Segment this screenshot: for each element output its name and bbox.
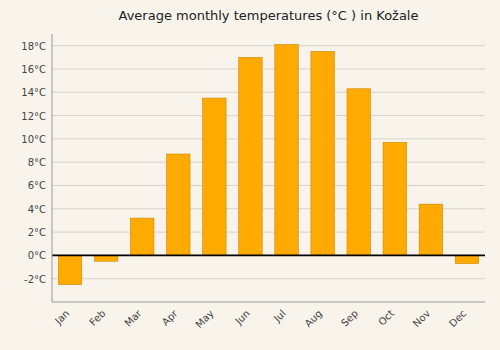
y-tick-label: 14°C: [21, 87, 46, 98]
y-tick-label: 12°C: [21, 111, 46, 122]
y-tick-label: 8°C: [28, 157, 46, 168]
bar: [275, 44, 298, 255]
bar: [58, 255, 81, 284]
grid-line: [52, 45, 485, 46]
x-tick-label: May: [193, 308, 215, 330]
grid-line: [52, 92, 485, 93]
x-axis-line: [52, 302, 485, 303]
y-tick-label: 18°C: [21, 41, 46, 52]
x-tick-label: Jun: [232, 308, 252, 328]
bar: [383, 142, 406, 255]
y-tick-label: 2°C: [28, 227, 46, 238]
bar: [347, 89, 370, 256]
bar: [239, 57, 262, 255]
y-tick-label: 0°C: [28, 250, 46, 261]
grid-line: [52, 68, 485, 69]
bar: [455, 255, 478, 263]
x-tick-label: Jul: [271, 308, 288, 325]
bar: [167, 154, 190, 255]
x-tick-label: Sep: [339, 308, 360, 329]
grid: [52, 46, 485, 279]
bars: [52, 44, 485, 284]
y-tick-label: 10°C: [21, 134, 46, 145]
bar: [130, 218, 153, 255]
y-tick-label: -2°C: [24, 274, 46, 285]
x-tick-label: Jan: [52, 308, 71, 327]
bar: [311, 51, 334, 255]
grid-line: [52, 185, 485, 186]
grid-line: [52, 138, 485, 139]
grid-line: [52, 162, 485, 163]
x-tick-label: Mar: [122, 307, 144, 329]
y-axis-line: [52, 34, 53, 302]
x-tick-label: Dec: [447, 308, 468, 329]
title: Average monthly temperatures (°C ) in Ko…: [119, 8, 419, 23]
bar: [419, 204, 442, 255]
x-tick-label: Apr: [160, 307, 181, 328]
grid-line: [52, 255, 485, 256]
grid-line: [52, 115, 485, 116]
bar: [203, 98, 226, 255]
y-tick-label: 4°C: [28, 204, 46, 215]
x-tick-label: Feb: [87, 308, 107, 328]
zero-line: [52, 254, 485, 256]
x-tick-label: Oct: [376, 308, 396, 328]
y-tick-label: 16°C: [21, 64, 46, 75]
grid-line: [52, 278, 485, 279]
chart-container: Average monthly temperatures (°C ) in Ko…: [0, 0, 500, 350]
x-tick-label: Aug: [302, 308, 324, 330]
chart-svg: Average monthly temperatures (°C ) in Ko…: [0, 0, 500, 350]
y-tick-label: 6°C: [28, 180, 46, 191]
x-tick-label: Nov: [411, 308, 433, 330]
